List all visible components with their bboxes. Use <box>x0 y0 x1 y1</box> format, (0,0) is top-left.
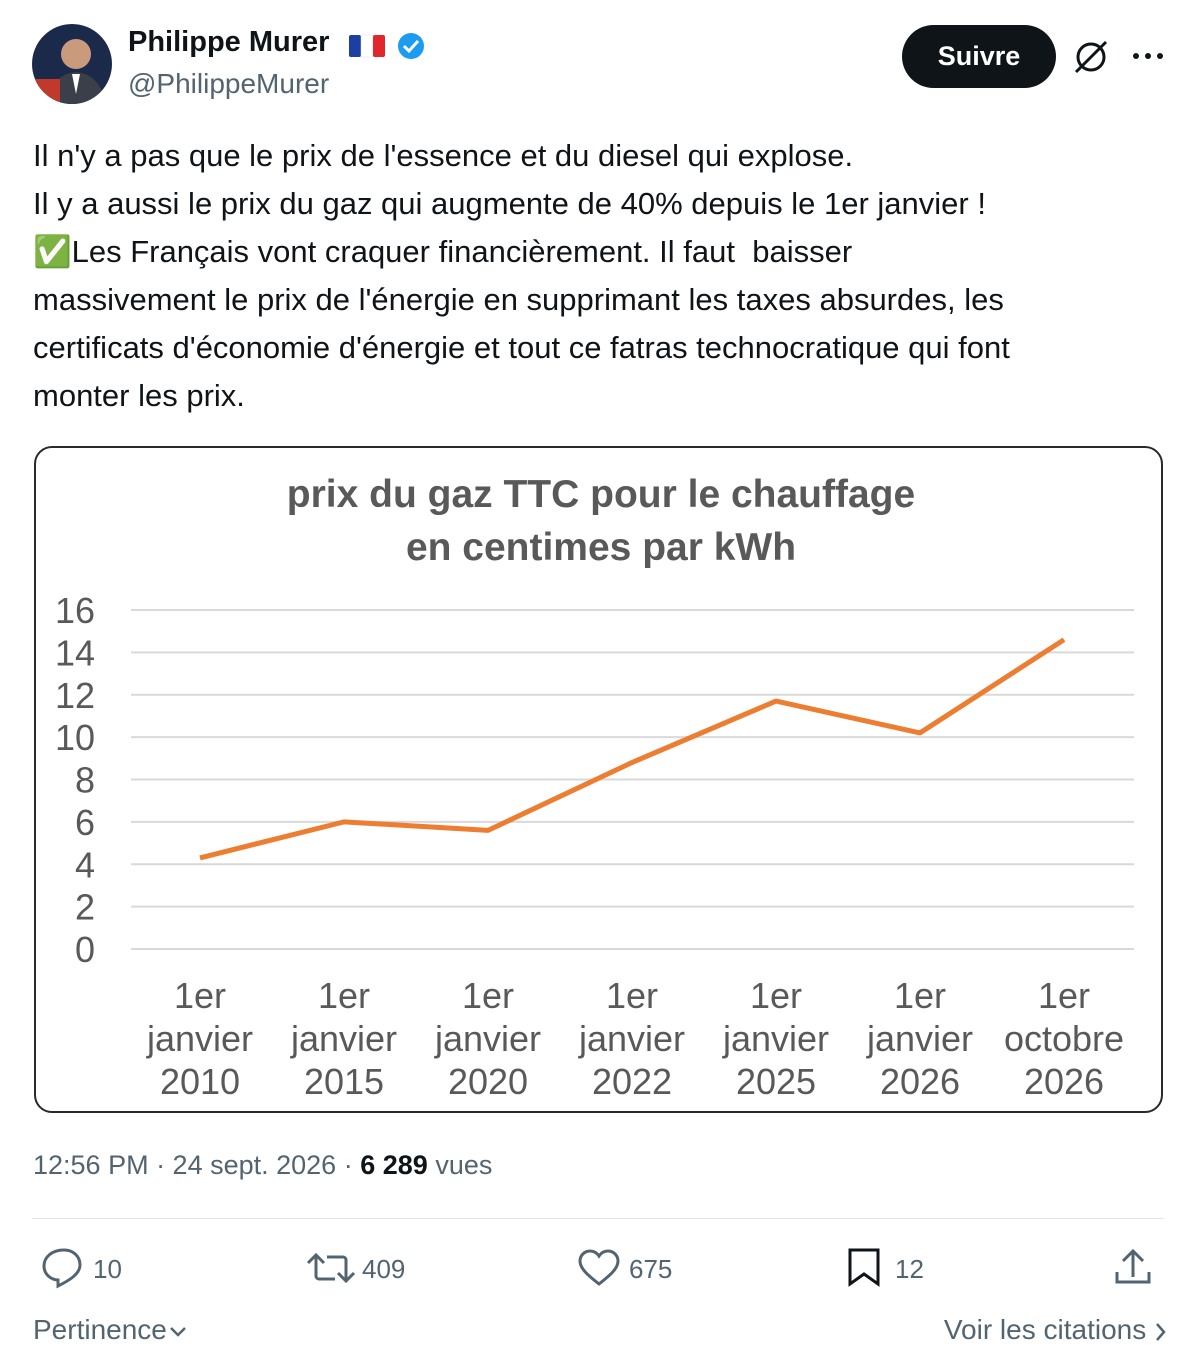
author-name[interactable]: Philippe Murer <box>128 26 329 59</box>
retweet-icon[interactable] <box>308 1255 354 1281</box>
header-icons[interactable] <box>1070 36 1170 76</box>
chevron-down <box>167 1322 189 1342</box>
chart-card[interactable]: prix du gaz TTC pour le chauffage en cent… <box>34 446 1163 1113</box>
chart: prix du gaz TTC pour le chauffage en cent… <box>36 448 1161 1111</box>
tweet-text: Il n'y a pas que le prix de l'essence et… <box>33 132 1010 420</box>
y-tick-label: 16 <box>55 590 95 631</box>
x-tick-label: 1erjanvier2026 <box>866 975 973 1102</box>
y-tick-label: 0 <box>75 929 95 970</box>
tweet-line: ✅Les Français vont craquer financièremen… <box>33 228 1010 276</box>
divider <box>32 1218 1164 1219</box>
quotes-label[interactable]: Voir les citations <box>944 1314 1146 1345</box>
timestamp[interactable]: 12:56 PM · 24 sept. 2026 · <box>33 1150 353 1180</box>
like-icon[interactable] <box>580 1251 618 1284</box>
x-tick-label: 1erjanvier2010 <box>146 975 253 1102</box>
tweet-line: massivement le prix de l'énergie en supp… <box>33 276 1010 324</box>
badges <box>349 32 429 60</box>
y-tick-label: 10 <box>55 717 95 758</box>
share-icon[interactable] <box>1117 1251 1149 1282</box>
sort-label[interactable]: Pertinence <box>33 1314 167 1345</box>
follow-button[interactable]: Suivre <box>902 25 1056 88</box>
chart-title: prix du gaz TTC pour le chauffage <box>287 473 915 516</box>
y-tick-label: 6 <box>75 802 95 843</box>
sort-selector[interactable]: Pertinence <box>33 1314 189 1346</box>
tweet-line: Il n'y a pas que le prix de l'essence et… <box>33 132 1010 180</box>
retweet-count[interactable]: 409 <box>362 1254 405 1285</box>
y-tick-label: 12 <box>55 675 95 716</box>
chevron-right <box>1154 1321 1168 1343</box>
y-tick-label: 8 <box>75 760 95 801</box>
like-count[interactable]: 675 <box>629 1254 672 1285</box>
x-tick-label: 1eroctobre2026 <box>1004 975 1124 1102</box>
quotes-link[interactable]: Voir les citations <box>944 1314 1168 1346</box>
author-handle[interactable]: @PhilippeMurer <box>128 68 329 100</box>
x-tick-label: 1erjanvier2022 <box>578 975 685 1102</box>
x-tick-label: 1erjanvier2020 <box>434 975 541 1102</box>
bookmark-count[interactable]: 12 <box>895 1254 924 1285</box>
y-tick-label: 4 <box>75 844 95 885</box>
tweet-page: Philippe Murer @PhilippeMurer Suivre Il … <box>0 0 1196 1372</box>
action-icons <box>40 1246 1160 1290</box>
tweet-line: certificats d'économie d'énergie et tout… <box>33 324 1010 372</box>
views-label: vues <box>435 1150 492 1180</box>
tweet-line: monter les prix. <box>33 372 1010 420</box>
reply-icon[interactable] <box>44 1250 80 1286</box>
y-tick-label: 14 <box>55 632 95 673</box>
x-tick-label: 1erjanvier2025 <box>722 975 829 1102</box>
tweet-line: Il y a aussi le prix du gaz qui augmente… <box>33 180 1010 228</box>
data-line <box>200 640 1064 858</box>
bookmark-icon[interactable] <box>850 1250 878 1284</box>
avatar[interactable] <box>32 24 112 104</box>
y-tick-label: 2 <box>75 887 95 928</box>
tweet-meta: 12:56 PM · 24 sept. 2026 · 6 289 vues <box>33 1150 492 1181</box>
x-tick-label: 1erjanvier2015 <box>290 975 397 1102</box>
views-count: 6 289 <box>360 1150 428 1180</box>
reply-count[interactable]: 10 <box>93 1254 122 1285</box>
chart-title: en centimes par kWh <box>406 526 796 569</box>
